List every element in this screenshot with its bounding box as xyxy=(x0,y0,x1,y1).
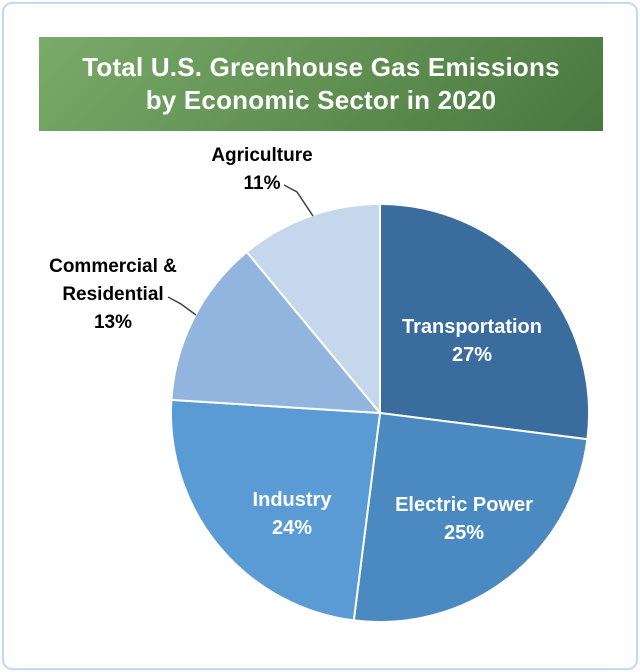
label-agriculture-text: Agriculture xyxy=(211,145,313,166)
chart-title-line2: by Economic Sector in 2020 xyxy=(145,85,497,115)
label-agriculture-value: 11% xyxy=(243,173,281,194)
leader-line xyxy=(283,184,314,217)
pie-slice-electric-power xyxy=(352,412,589,624)
label-commercial-residential-value: 13% xyxy=(93,312,133,333)
label-agriculture: Agriculture 11% xyxy=(182,142,342,198)
label-commercial-residential-text: Commercial & Residential xyxy=(49,256,177,305)
pie-slice-commercial-residential xyxy=(170,251,381,414)
label-commercial-residential: Commercial & Residential 13% xyxy=(27,253,199,337)
chart-title-banner: Total U.S. Greenhouse Gas Emissions by E… xyxy=(39,37,603,131)
pie-slice-label-value: 27% xyxy=(452,344,492,366)
pie-slice-label-text: Transportation xyxy=(402,316,542,338)
chart-title-line1: Total U.S. Greenhouse Gas Emissions xyxy=(82,52,560,82)
pie-slice-label-value: 25% xyxy=(444,522,484,544)
pie-slice-label-text: Industry xyxy=(253,489,333,511)
pie-slice-agriculture xyxy=(245,203,381,414)
pie-slice-industry xyxy=(169,398,381,622)
pie-slice-label-value: 24% xyxy=(272,517,312,539)
pie-slice-transportation xyxy=(379,203,591,441)
pie-slice-label-text: Electric Power xyxy=(395,494,533,516)
leader-line xyxy=(167,296,197,316)
